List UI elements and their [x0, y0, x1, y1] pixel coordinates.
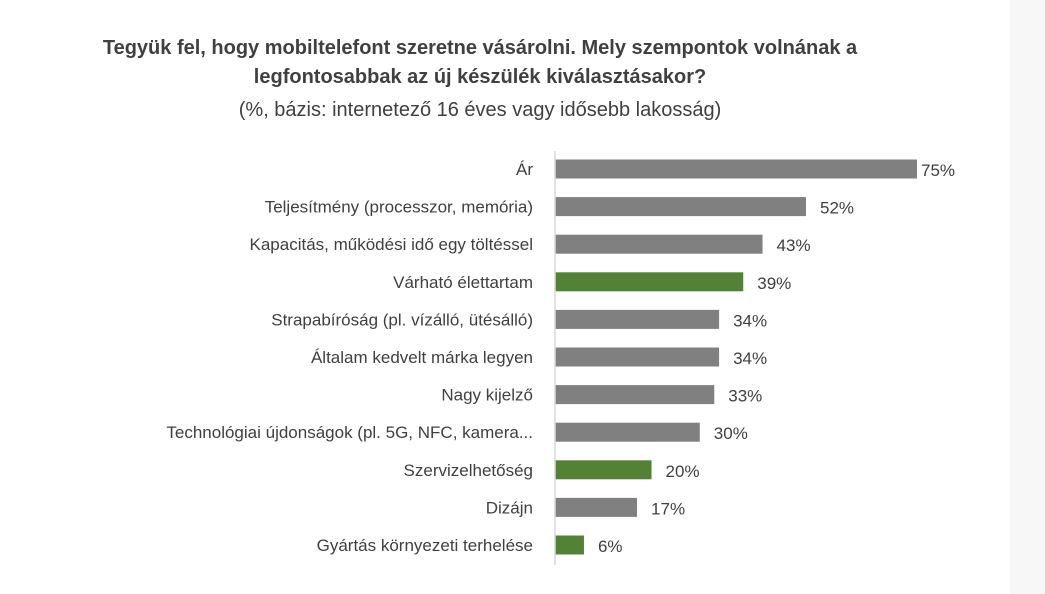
- bar: [555, 272, 744, 292]
- category-label: Dizájn: [486, 498, 533, 517]
- value-label: 30%: [714, 424, 748, 443]
- category-label: Technológiai újdonságok (pl. 5G, NFC, ka…: [166, 423, 533, 442]
- category-label: Kapacitás, működési idő egy töltéssel: [250, 235, 534, 254]
- category-label: Strapabíróság (pl. vízálló, ütésálló): [271, 310, 533, 329]
- category-label: Gyártás környezeti terhelése: [317, 536, 533, 555]
- category-label: Teljesítmény (processzor, memória): [265, 198, 533, 217]
- category-label: Várható élettartam: [393, 273, 533, 292]
- chart-title: Tegyük fel, hogy mobiltelefont szeretne …: [102, 37, 858, 88]
- category-label: Nagy kijelző: [441, 386, 533, 405]
- bar: [555, 460, 652, 480]
- bar: [555, 385, 715, 405]
- value-label: 34%: [733, 349, 767, 368]
- chart-subtitle: (%, bázis: internetező 16 éves vagy idős…: [238, 99, 722, 121]
- value-label: 39%: [757, 274, 791, 293]
- bar: [555, 197, 806, 217]
- category-label: Általam kedvelt márka legyen: [311, 348, 533, 367]
- bar: [555, 535, 584, 555]
- bar: [555, 422, 700, 442]
- category-label: Szervizelhetőség: [404, 461, 533, 480]
- value-label: 17%: [651, 499, 685, 518]
- value-label: 43%: [777, 236, 811, 255]
- value-label: 6%: [598, 537, 623, 556]
- value-label: 34%: [733, 311, 767, 330]
- category-label: Ár: [516, 160, 533, 179]
- bar: [555, 497, 638, 517]
- bar: [555, 234, 763, 254]
- bar: [555, 347, 720, 367]
- side-panel: [1010, 0, 1045, 594]
- value-label: 75%: [921, 161, 955, 180]
- bar: [555, 309, 720, 329]
- bar: [555, 159, 917, 179]
- value-label: 52%: [820, 199, 854, 218]
- value-label: 20%: [666, 462, 700, 481]
- value-label: 33%: [728, 387, 762, 406]
